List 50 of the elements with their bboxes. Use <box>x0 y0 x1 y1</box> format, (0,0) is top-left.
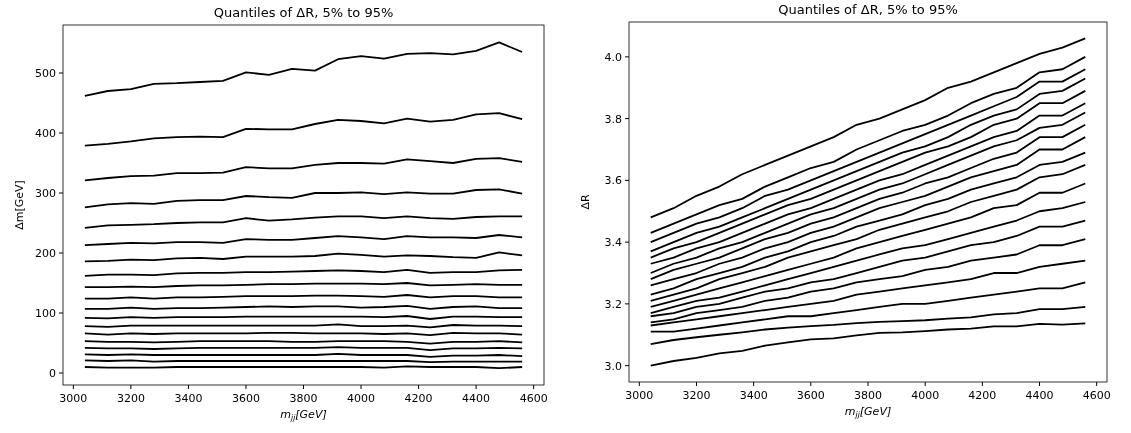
x-tick-label: 4600 <box>519 392 548 405</box>
y-tick-label: 4.0 <box>604 50 622 64</box>
x-tick-label: 3800 <box>289 392 318 405</box>
line-series <box>649 201 1087 315</box>
x-tick-label: 4600 <box>1082 389 1111 402</box>
y-axis-title: ΔR <box>579 194 592 210</box>
y-tick-label: 200 <box>35 247 56 260</box>
y-tick-label: 300 <box>35 187 56 200</box>
y-tick-label: 3.0 <box>604 359 622 373</box>
line-series <box>649 37 1087 219</box>
line-series <box>83 157 524 182</box>
y-axis-title: Δm[GeV] <box>13 180 26 230</box>
x-tick-label: 4000 <box>347 392 376 405</box>
y-tick-label: 100 <box>35 307 56 320</box>
y-tick-label: 0 <box>49 367 56 380</box>
line-series <box>83 215 524 229</box>
line-series <box>649 281 1087 333</box>
x-axis-title: m$_{jj}$[GeV] <box>280 408 327 423</box>
line-series <box>649 306 1087 345</box>
line-series <box>83 234 524 247</box>
y-tick-label: 3.8 <box>604 112 622 126</box>
line-series <box>83 41 524 97</box>
line-series <box>83 251 524 263</box>
x-tick-label: 4400 <box>1025 389 1054 402</box>
x-tick-label: 4400 <box>462 392 491 405</box>
line-series <box>649 182 1087 308</box>
line-series <box>649 322 1087 367</box>
line-series <box>83 188 524 209</box>
x-tick-label: 3800 <box>854 389 882 402</box>
x-tick-label: 3000 <box>625 389 654 402</box>
x-tick-label: 4200 <box>968 389 997 402</box>
x-tick-label: 3600 <box>796 389 825 402</box>
line-series <box>649 238 1087 324</box>
x-tick-label: 3600 <box>231 392 260 405</box>
y-tick-label: 400 <box>35 127 56 140</box>
x-axis-title: m$_{jj}$[GeV] <box>844 405 892 420</box>
y-tick-label: 3.2 <box>604 297 622 311</box>
x-tick-label: 4200 <box>404 392 433 405</box>
x-tick-label: 4000 <box>911 389 940 402</box>
x-tick-label: 3000 <box>59 392 88 405</box>
chart-title: Quantiles of ΔR, 5% to 95% <box>778 2 958 17</box>
y-tick-label: 3.4 <box>604 236 622 250</box>
x-tick-label: 3400 <box>174 392 203 405</box>
y-tick-label: 3.6 <box>604 174 622 188</box>
chart-title: Quantiles of ΔR, 5% to 95% <box>213 5 394 20</box>
x-tick-label: 3200 <box>682 389 711 402</box>
x-tick-label: 3200 <box>116 392 145 405</box>
x-tick-label: 3400 <box>739 389 768 402</box>
y-tick-label: 500 <box>35 67 56 80</box>
line-series <box>83 112 524 147</box>
